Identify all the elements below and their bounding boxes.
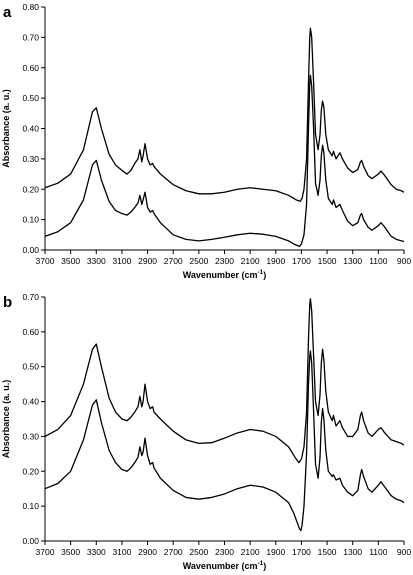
x-axis-title: Wavenumber (cm-1) xyxy=(183,560,266,571)
y-tick-label: 0.10 xyxy=(22,215,39,225)
x-axis-title: Wavenumber (cm-1) xyxy=(183,269,266,280)
panel-a: a 0.00 0.10 0.20 0.30 0.40 0.50 0.60 0.70 0.80 370… xyxy=(1,2,411,280)
y-tick-label: 0.00 xyxy=(22,536,39,546)
x-tick-label: 3700 xyxy=(36,547,55,557)
y-axis-title: Absorbance (a. u.) xyxy=(1,89,11,168)
x-tick-label: 2500 xyxy=(189,256,208,266)
y-tick-label: 0.50 xyxy=(22,362,39,372)
x-tick-label: 1500 xyxy=(318,256,337,266)
x-tick-label: 1100 xyxy=(369,547,388,557)
x-tick-label: 3300 xyxy=(87,256,106,266)
y-tick-label: 0.30 xyxy=(22,154,39,164)
x-tick-label: 3700 xyxy=(36,256,55,266)
x-tick-label: 2100 xyxy=(241,547,260,557)
x-tick-label: 2900 xyxy=(138,547,157,557)
x-tick-label: 3500 xyxy=(61,256,80,266)
y-tick-label: 0.60 xyxy=(22,63,39,73)
x-axis-title-sup: -1 xyxy=(257,560,263,567)
y-tick-label: 0.80 xyxy=(22,2,39,12)
y-tick-label: 0.30 xyxy=(22,431,39,441)
y-axis-title: Absorbance (a. u.) xyxy=(1,380,11,459)
panel-letter: b xyxy=(3,294,12,311)
x-tick-label: 2500 xyxy=(189,547,208,557)
x-tick-label: 1300 xyxy=(343,547,362,557)
x-tick-label: 3300 xyxy=(87,547,106,557)
x-tick-label: 1500 xyxy=(318,547,337,557)
y-tick-label: 0.70 xyxy=(22,292,39,302)
x-axis-title-suffix: ) xyxy=(263,561,266,571)
x-tick-label: 1300 xyxy=(343,256,362,266)
x-tick-label: 2900 xyxy=(138,256,157,266)
y-tick-label: 0.70 xyxy=(22,32,39,42)
y-tick-label: 0.20 xyxy=(22,466,39,476)
x-tick-label: 1700 xyxy=(292,547,311,557)
panel-b: b 0.00 0.10 0.20 0.30 0.40 0.50 0.60 0.70 3700 350… xyxy=(1,292,411,571)
series-line-2 xyxy=(44,74,405,247)
x-axis-title-main: Wavenumber (cm xyxy=(183,270,258,280)
y-tick-label: 0.10 xyxy=(22,501,39,511)
y-tick-label: 0.40 xyxy=(22,397,39,407)
x-tick-label: 2100 xyxy=(241,256,260,266)
series-line-2 xyxy=(44,350,405,532)
x-axis-title-sup: -1 xyxy=(257,269,263,276)
y-tick-label: 0.00 xyxy=(22,245,39,255)
y-tick-label: 0.20 xyxy=(22,184,39,194)
x-tick-label: 3100 xyxy=(112,256,131,266)
x-tick-label: 2300 xyxy=(215,256,234,266)
x-tick-label: 2300 xyxy=(215,547,234,557)
y-tick-label: 0.60 xyxy=(22,327,39,337)
x-tick-label: 3500 xyxy=(61,547,80,557)
series-line-1 xyxy=(44,298,405,464)
panel-letter: a xyxy=(3,4,12,21)
x-tick-label: 1900 xyxy=(266,547,285,557)
x-tick-label: 1100 xyxy=(369,256,388,266)
x-tick-label: 2700 xyxy=(164,256,183,266)
x-axis-title-main: Wavenumber (cm xyxy=(183,561,258,571)
x-tick-label: 3100 xyxy=(112,547,131,557)
y-tick-label: 0.40 xyxy=(22,124,39,134)
x-tick-label: 2700 xyxy=(164,547,183,557)
x-tick-label: 1700 xyxy=(292,256,311,266)
x-tick-label: 900 xyxy=(397,256,411,266)
y-tick-label: 0.50 xyxy=(22,93,39,103)
x-axis-title-suffix: ) xyxy=(263,270,266,280)
x-tick-label: 900 xyxy=(397,547,411,557)
x-tick-label: 1900 xyxy=(266,256,285,266)
series-line-1 xyxy=(44,27,405,203)
